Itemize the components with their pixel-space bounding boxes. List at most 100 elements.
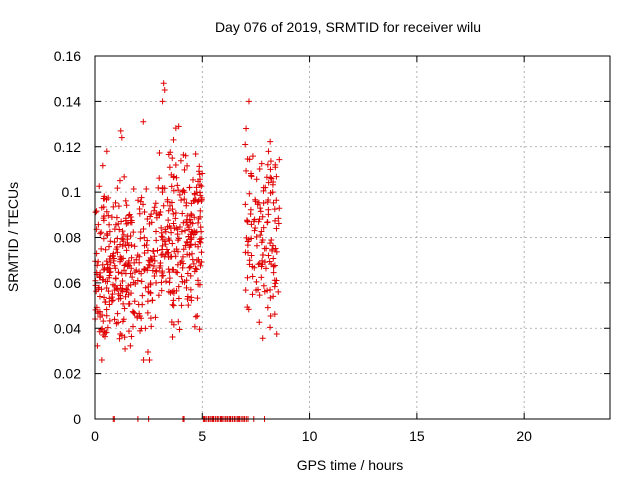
data-point — [267, 286, 274, 293]
data-point — [169, 240, 176, 247]
data-point — [128, 333, 135, 340]
data-point — [108, 294, 115, 301]
data-point — [256, 166, 263, 173]
data-point — [258, 239, 265, 246]
data-point — [271, 283, 278, 290]
data-point — [103, 306, 110, 313]
data-point — [179, 210, 186, 217]
data-point — [125, 261, 132, 268]
data-point — [141, 242, 148, 249]
data-point — [271, 206, 278, 213]
data-point — [271, 277, 278, 284]
data-point — [115, 220, 122, 227]
data-point — [176, 191, 183, 198]
data-point — [258, 160, 265, 167]
data-point — [148, 256, 155, 263]
data-point — [170, 174, 177, 181]
data-point — [118, 332, 125, 339]
data-point — [153, 268, 160, 275]
data-point — [128, 242, 135, 249]
data-point — [97, 230, 104, 237]
data-point — [184, 296, 191, 303]
data-point — [132, 280, 139, 287]
data-point — [272, 280, 279, 287]
data-point — [162, 241, 169, 248]
data-point — [192, 265, 199, 272]
data-point — [151, 273, 158, 280]
data-point — [267, 294, 274, 301]
data-point — [244, 155, 251, 162]
data-point — [242, 201, 249, 208]
data-point — [157, 209, 164, 216]
data-point — [265, 252, 272, 259]
data-point — [184, 162, 191, 169]
data-point — [258, 263, 265, 270]
data-point — [267, 313, 274, 320]
data-point — [183, 277, 190, 284]
data-point — [114, 310, 121, 317]
data-point — [169, 266, 176, 273]
data-point — [92, 306, 99, 313]
y-tick-label: 0.08 — [54, 230, 81, 246]
data-point — [130, 229, 137, 236]
data-point — [102, 299, 109, 306]
data-point — [259, 251, 266, 258]
data-point — [170, 210, 177, 217]
data-point — [170, 287, 177, 294]
data-point — [100, 217, 107, 224]
data-point — [136, 259, 143, 266]
data-point — [112, 275, 119, 282]
data-point — [245, 98, 252, 105]
data-point — [166, 279, 173, 286]
x-tick-label: 5 — [198, 428, 206, 444]
data-point — [269, 189, 276, 196]
data-point — [158, 279, 165, 286]
data-point — [273, 330, 280, 337]
data-point — [269, 181, 276, 188]
data-point — [183, 216, 190, 223]
data-point — [170, 321, 177, 328]
data-point — [124, 286, 131, 293]
data-point — [100, 266, 107, 273]
data-point — [119, 242, 126, 249]
data-point — [133, 256, 140, 263]
data-point — [258, 228, 265, 235]
data-point — [104, 324, 111, 331]
data-point — [123, 220, 130, 227]
data-point — [100, 235, 107, 242]
data-point — [263, 174, 270, 181]
x-axis-ticks: 0 5 10 15 20 — [91, 56, 532, 444]
data-point — [143, 185, 150, 192]
data-point — [265, 148, 272, 155]
data-point — [118, 134, 125, 141]
data-point — [178, 302, 185, 309]
data-point — [112, 199, 119, 206]
data-point — [249, 153, 256, 160]
data-point — [131, 298, 138, 305]
data-point — [110, 281, 117, 288]
data-point — [144, 216, 151, 223]
data-point — [170, 302, 177, 309]
data-point — [166, 269, 173, 276]
data-point — [169, 206, 176, 213]
data-point — [125, 259, 132, 266]
data-point — [243, 234, 250, 241]
data-point — [275, 215, 282, 222]
data-point — [198, 249, 205, 256]
data-point — [270, 199, 277, 206]
data-point — [92, 209, 99, 216]
data-point — [242, 141, 249, 148]
data-point — [244, 249, 251, 256]
data-point — [138, 194, 145, 201]
data-point — [244, 218, 251, 225]
data-point — [195, 219, 202, 226]
data-point — [264, 161, 271, 168]
data-point — [139, 301, 146, 308]
data-point — [259, 335, 266, 342]
data-point — [98, 245, 105, 252]
data-point — [249, 273, 256, 280]
data-point — [141, 234, 148, 241]
data-point — [109, 297, 116, 304]
data-point — [273, 225, 280, 232]
